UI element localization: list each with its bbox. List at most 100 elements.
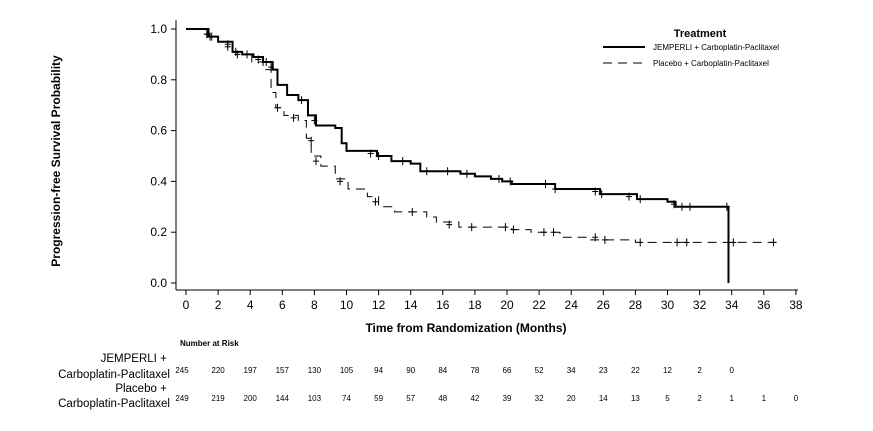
curve-placebo xyxy=(186,28,777,243)
legend-title: Treatment xyxy=(674,28,727,40)
at-risk-value-placebo: 0 xyxy=(794,394,799,403)
x-tick-label: 18 xyxy=(468,298,482,312)
legend: Treatment JEMPERLI + Carboplatin-Paclita… xyxy=(603,28,779,68)
censor-mark-placebo xyxy=(510,225,517,234)
at-risk-value-placebo: 13 xyxy=(631,394,640,403)
x-axis-title: Time from Randomization (Months) xyxy=(365,321,566,335)
x-tick-label: 22 xyxy=(532,298,546,312)
censor-mark-placebo xyxy=(637,238,644,247)
censor-mark-jemperli xyxy=(495,174,502,183)
at-risk-value-placebo: 59 xyxy=(374,394,383,403)
x-tick-label: 0 xyxy=(183,298,190,312)
censor-mark-placebo xyxy=(468,223,475,232)
x-tick-label: 32 xyxy=(693,298,707,312)
censor-mark-placebo xyxy=(592,233,599,242)
censor-mark-jemperli xyxy=(542,179,549,188)
censor-mark-placebo xyxy=(372,197,379,206)
censor-mark-jemperli xyxy=(444,167,451,176)
y-tick-label: 1.0 xyxy=(150,22,167,36)
at-risk-value-jemperli: 34 xyxy=(567,366,576,375)
censor-mark-jemperli xyxy=(507,177,514,186)
at-risk-value-jemperli: 0 xyxy=(729,366,734,375)
at-risk-value-placebo: 1 xyxy=(762,394,767,403)
x-tick-label: 4 xyxy=(247,298,254,312)
at-risk-label-placebo: Placebo + Carboplatin-Paclitaxel xyxy=(58,383,170,410)
censor-mark-placebo xyxy=(308,136,315,145)
x-tick-label: 2 xyxy=(215,298,222,312)
censor-mark-placebo xyxy=(502,223,509,232)
censor-mark-placebo xyxy=(540,228,547,237)
at-risk-value-placebo: 200 xyxy=(244,394,258,403)
censor-mark-placebo xyxy=(683,238,690,247)
at-risk-value-placebo: 57 xyxy=(406,394,415,403)
number-at-risk-title: Number at Risk xyxy=(180,339,239,348)
at-risk-value-placebo: 219 xyxy=(211,394,225,403)
y-tick-label: 0.2 xyxy=(150,225,167,239)
censor-mark-placebo xyxy=(224,42,231,51)
at-risk-value-placebo: 39 xyxy=(503,394,512,403)
censor-mark-jemperli xyxy=(298,96,305,105)
x-tick-label: 12 xyxy=(372,298,386,312)
censor-mark-placebo xyxy=(550,228,557,237)
at-risk-table: 245 220 197 157 130 105 94 90 84 78 66 52 34 23 22 12 2 0… xyxy=(175,366,798,403)
at-risk-value-placebo: 42 xyxy=(470,394,479,403)
x-tick-label: 36 xyxy=(757,298,771,312)
censor-mark-jemperli xyxy=(399,157,406,166)
at-risk-value-jemperli: 78 xyxy=(470,366,479,375)
censor-mark-jemperli xyxy=(552,185,559,194)
censor-mark-jemperli xyxy=(463,169,470,178)
at-risk-value-placebo: 249 xyxy=(175,394,189,403)
at-risk-value-jemperli: 90 xyxy=(406,366,415,375)
censor-mark-jemperli xyxy=(268,63,275,72)
legend-label-placebo: Placebo + Carboplatin-Paclitaxel xyxy=(653,59,769,68)
y-tick-label: 0.8 xyxy=(150,73,167,87)
at-risk-value-placebo: 74 xyxy=(342,394,351,403)
at-risk-value-jemperli: 130 xyxy=(308,366,322,375)
at-risk-value-jemperli: 23 xyxy=(599,366,608,375)
x-tick-label: 26 xyxy=(597,298,611,312)
censor-mark-placebo xyxy=(208,32,215,41)
x-tick-label: 16 xyxy=(436,298,450,312)
y-axis-title: Progression-free Survival Probability xyxy=(49,55,63,267)
at-risk-value-jemperli: 94 xyxy=(374,366,383,375)
at-risk-value-jemperli: 22 xyxy=(631,366,640,375)
censor-mark-jemperli xyxy=(423,167,430,176)
censor-mark-placebo xyxy=(274,103,281,112)
y-tick-label: 0.4 xyxy=(150,174,167,188)
legend-label-jemperli: JEMPERLI + Carboplatin-Paclitaxel xyxy=(653,43,779,52)
censor-mark-placebo xyxy=(313,157,320,166)
censor-mark-placebo xyxy=(203,30,210,39)
at-risk-value-placebo: 2 xyxy=(697,394,702,403)
censor-mark-placebo xyxy=(446,220,453,229)
x-tick-label: 30 xyxy=(661,298,675,312)
censor-mark-jemperli xyxy=(625,192,632,201)
at-risk-value-jemperli: 2 xyxy=(697,366,702,375)
x-tick-label: 14 xyxy=(404,298,418,312)
x-tick-label: 8 xyxy=(311,298,318,312)
censor-marks xyxy=(203,30,777,247)
censor-mark-jemperli xyxy=(367,149,374,158)
censor-mark-jemperli xyxy=(723,202,730,211)
x-ticks: 0 2 4 6 8 10 12 14 16 18 20 22 24 26 28 30 32 34 36 38 xyxy=(183,290,803,312)
censor-mark-jemperli xyxy=(375,152,382,160)
censor-mark-jemperli xyxy=(311,116,318,125)
x-tick-label: 34 xyxy=(725,298,739,312)
censor-mark-placebo xyxy=(337,177,344,186)
censor-mark-placebo xyxy=(674,238,681,247)
censor-mark-jemperli xyxy=(678,202,685,211)
curve-jemperli xyxy=(186,28,730,283)
at-risk-value-jemperli: 66 xyxy=(503,366,512,375)
censor-mark-jemperli xyxy=(243,50,250,59)
x-tick-label: 10 xyxy=(340,298,354,312)
censor-mark-placebo xyxy=(409,207,416,216)
at-risk-value-placebo: 14 xyxy=(599,394,608,403)
x-tick-label: 38 xyxy=(789,298,803,312)
at-risk-value-placebo: 32 xyxy=(535,394,544,403)
x-tick-label: 6 xyxy=(279,298,286,312)
x-tick-label: 20 xyxy=(500,298,514,312)
at-risk-value-jemperli: 245 xyxy=(175,366,189,375)
censor-mark-placebo xyxy=(601,235,608,244)
at-risk-value-placebo: 103 xyxy=(308,394,322,403)
y-tick-label: 0.6 xyxy=(150,124,167,138)
